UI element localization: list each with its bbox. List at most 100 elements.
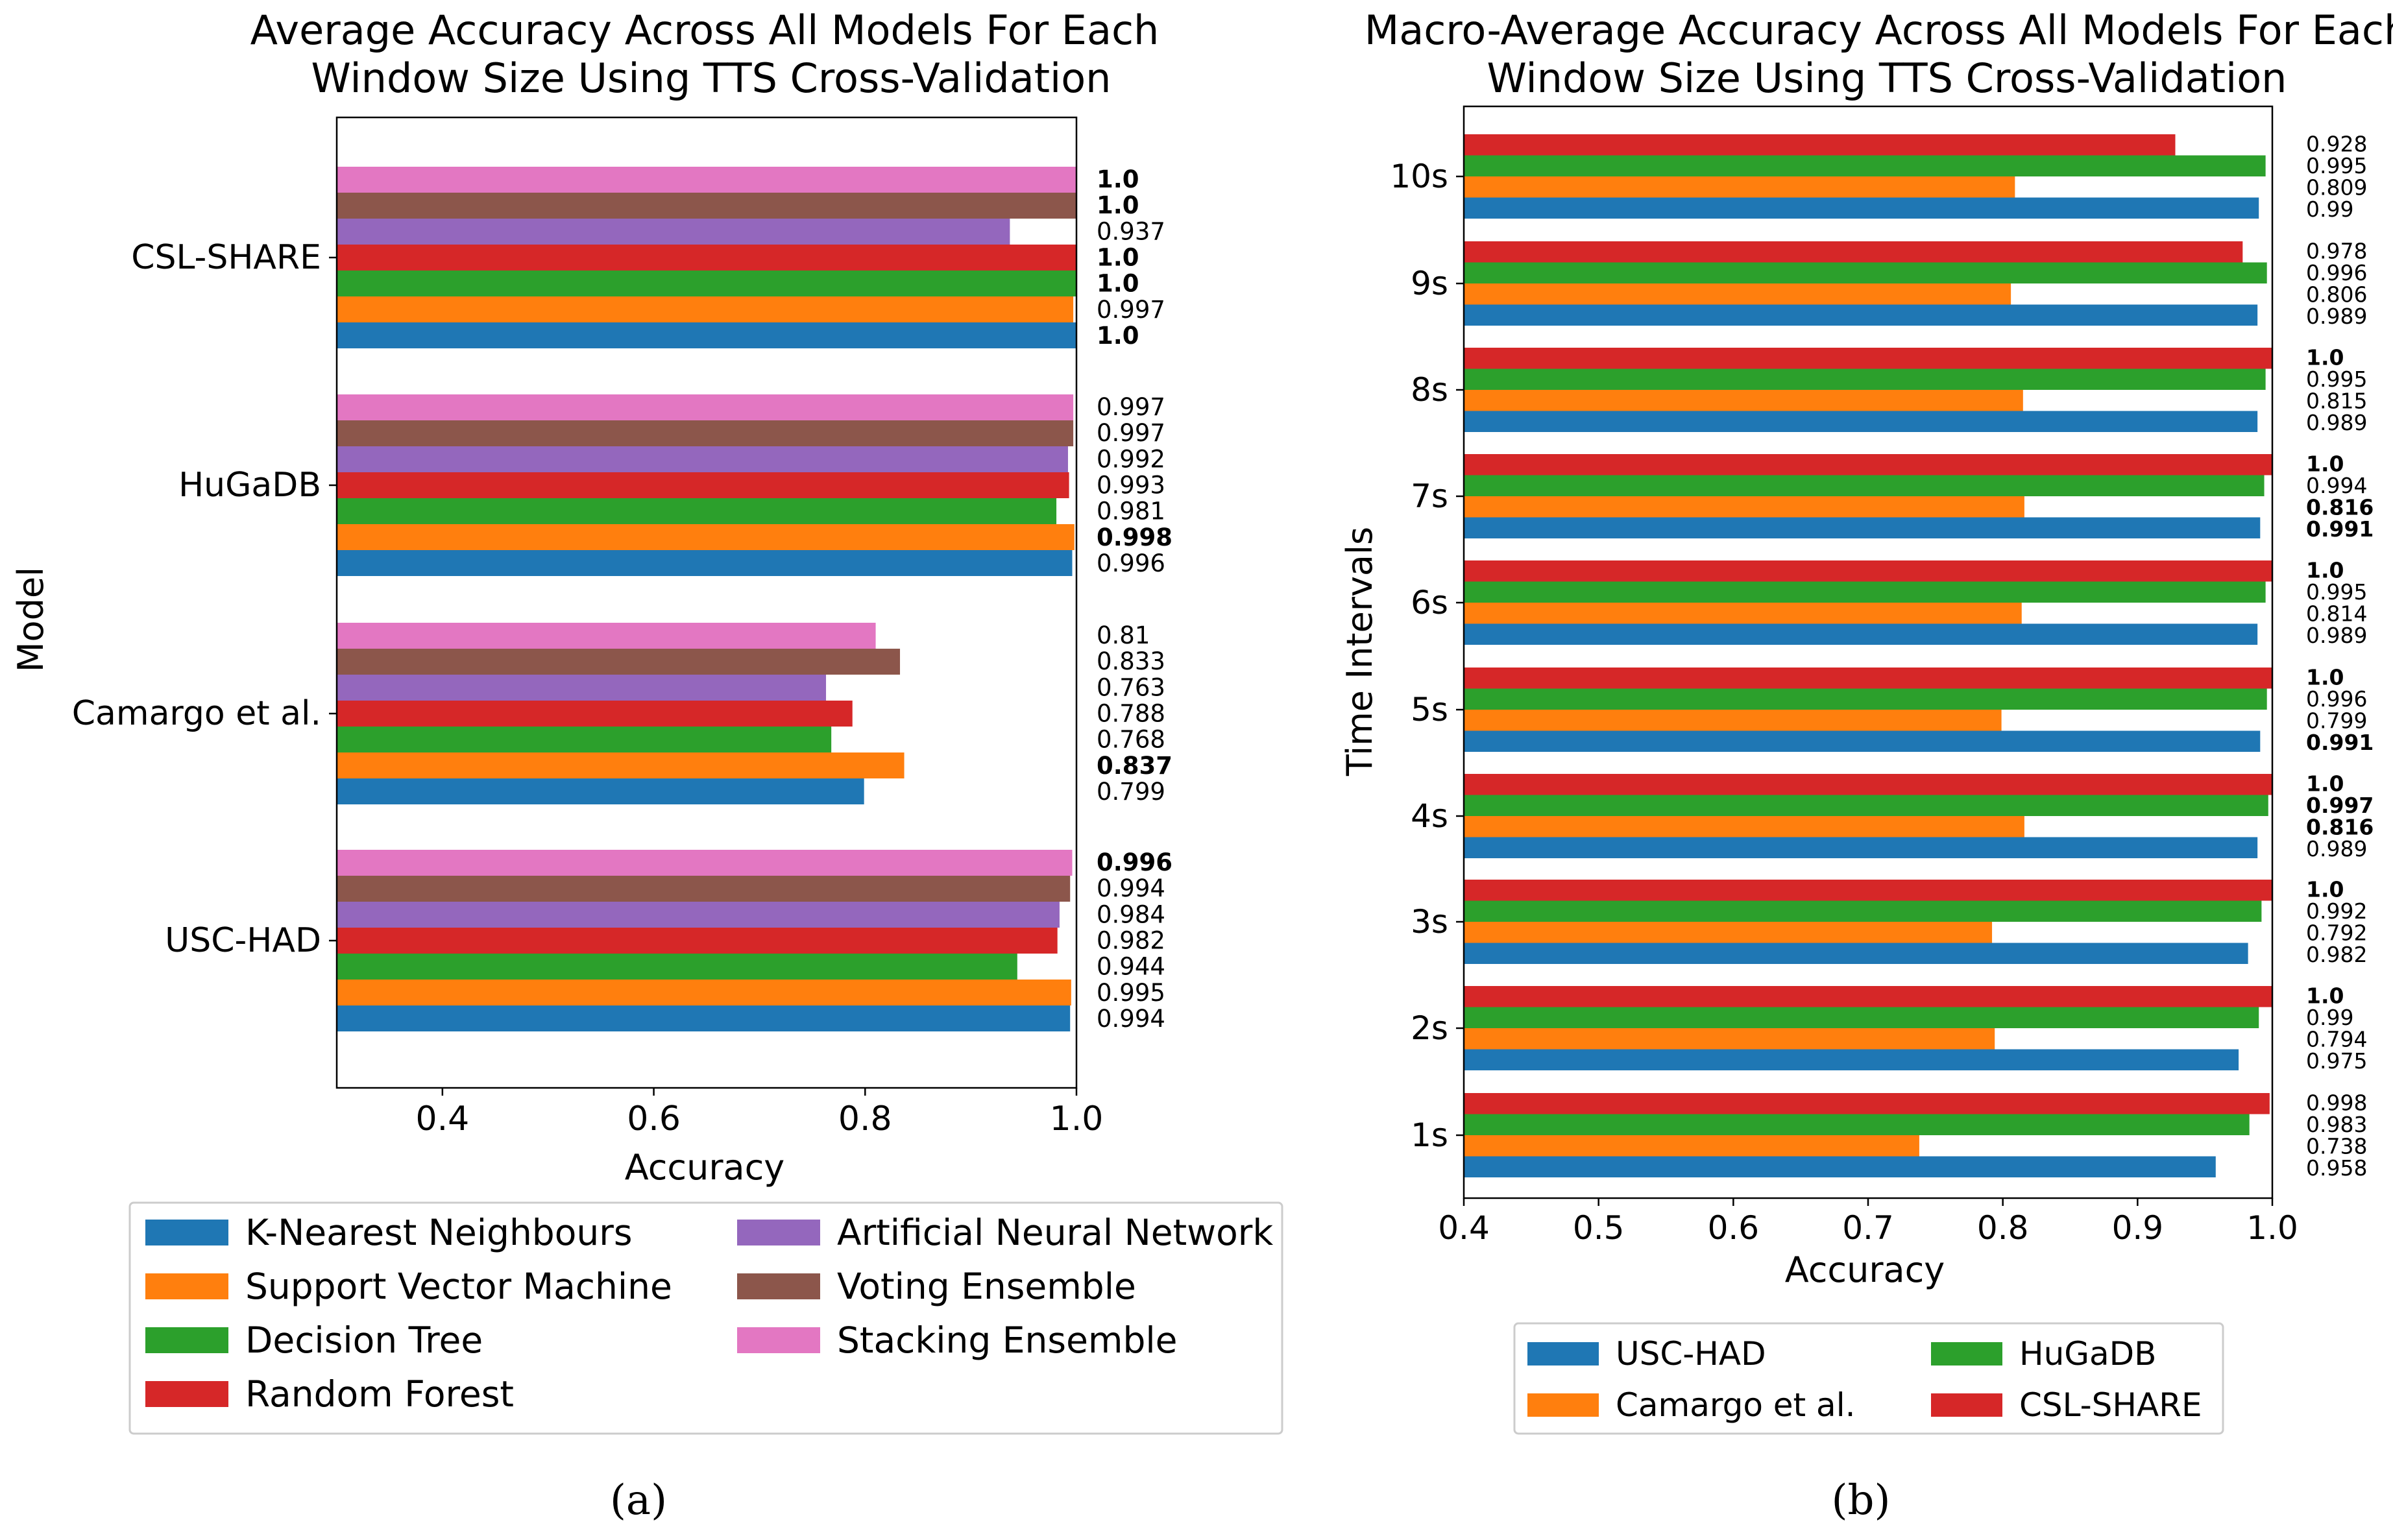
bar-10s-camargo-et-al: [1464, 176, 2015, 198]
value-label-3s-csl-share: 1.0: [2306, 876, 2344, 902]
bar-camargo-et-al-random-forest: [337, 701, 853, 727]
value-label-1s-csl-share: 0.998: [2306, 1090, 2367, 1115]
bar-3s-hugadb: [1464, 900, 2262, 922]
value-label-camargo-et-al-support-vector-machine: 0.837: [1097, 752, 1172, 780]
legend-swatch-voting-ensemble: [737, 1273, 820, 1299]
bar-camargo-et-al-voting-ensemble: [337, 649, 901, 675]
legend-swatch-decision-tree: [145, 1327, 228, 1353]
bar-7s-hugadb: [1464, 475, 2265, 496]
value-label-8s-camargo-et-al: 0.815: [2306, 388, 2367, 413]
chart-b-x-ticks: 0.4 0.5 0.6 0.7 0.8 0.9 1.0: [1438, 1198, 2298, 1247]
x-tick-0-4: 0.4: [416, 1100, 470, 1138]
chart-a-legend-box: [128, 1201, 1283, 1435]
category-tick-2s: 2s: [1411, 1009, 1448, 1047]
value-label-csl-share-k-nearest-neighbours: 1.0: [1097, 322, 1139, 350]
bar-hugadb-k-nearest-neighbours: [337, 550, 1073, 576]
value-label-6s-camargo-et-al: 0.814: [2306, 601, 2367, 626]
bar-6s-usc-had: [1464, 623, 2258, 645]
bar-8s-usc-had: [1464, 411, 2258, 432]
value-label-5s-hugadb: 0.996: [2306, 686, 2367, 712]
bar-4s-hugadb: [1464, 795, 2268, 816]
value-label-7s-camargo-et-al: 0.816: [2306, 494, 2374, 520]
value-label-10s-usc-had: 0.99: [2306, 197, 2353, 222]
bar-2s-hugadb: [1464, 1007, 2259, 1028]
value-label-4s-csl-share: 1.0: [2306, 771, 2344, 796]
value-label-2s-csl-share: 1.0: [2306, 983, 2344, 1008]
chart-panel-a: Average Accuracy Across All Models For E…: [10, 6, 1283, 1524]
bar-10s-hugadb: [1464, 155, 2266, 176]
chart-a-bars: [337, 167, 1076, 1031]
value-label-4s-usc-had: 0.989: [2306, 836, 2367, 861]
legend-swatch-usc-had: [1527, 1342, 1599, 1366]
bar-csl-share-decision-tree: [337, 271, 1076, 296]
value-label-1s-camargo-et-al: 0.738: [2306, 1133, 2367, 1159]
chart-b-x-axis-label: Accuracy: [1785, 1249, 1945, 1290]
value-label-usc-had-artificial-neural-network: 0.984: [1097, 900, 1165, 928]
category-tick-6s: 6s: [1411, 584, 1448, 621]
value-label-9s-csl-share: 0.978: [2306, 238, 2367, 263]
bar-camargo-et-al-artificial-neural-network: [337, 675, 827, 701]
bar-8s-camargo-et-al: [1464, 390, 2023, 411]
bar-8s-csl-share: [1464, 348, 2272, 369]
bar-10s-usc-had: [1464, 197, 2259, 219]
bar-4s-camargo-et-al: [1464, 816, 2024, 837]
value-label-8s-csl-share: 1.0: [2306, 344, 2344, 370]
bar-3s-usc-had: [1464, 943, 2248, 964]
chart-a-title-line-2: Window Size Using TTS Cross-Validation: [311, 54, 1111, 102]
legend-swatch-hugadb: [1931, 1342, 2002, 1366]
chart-a-y-axis-label: Model: [10, 567, 51, 672]
value-label-hugadb-voting-ensemble: 0.997: [1097, 419, 1165, 447]
bar-9s-hugadb: [1464, 262, 2267, 283]
value-label-csl-share-artificial-neural-network: 0.937: [1097, 217, 1165, 245]
value-label-csl-share-random-forest: 1.0: [1097, 244, 1139, 272]
value-label-9s-hugadb: 0.996: [2306, 260, 2367, 285]
bar-2s-usc-had: [1464, 1049, 2239, 1070]
bar-usc-had-artificial-neural-network: [337, 902, 1060, 928]
chart-b-category-ticks: 10s 9s 8s 7s 6s 5s 4s 3s 2s 1s: [1390, 158, 1464, 1154]
value-label-1s-hugadb: 0.983: [2306, 1112, 2367, 1137]
chart-a-legend: K-Nearest Neighbours Support Vector Machi…: [145, 1212, 1273, 1415]
value-label-csl-share-stacking-ensemble: 1.0: [1097, 165, 1139, 193]
bar-1s-usc-had: [1464, 1156, 2216, 1177]
chart-a-x-ticks: 0.4 0.6 0.8 1.0: [416, 1088, 1104, 1138]
x-tick-0-8: 0.8: [838, 1100, 892, 1138]
chart-b-title-line-1: Macro-Average Accuracy Across All Models…: [1365, 6, 2393, 54]
bar-6s-csl-share: [1464, 560, 2272, 582]
category-tick-10s: 10s: [1390, 158, 1448, 195]
legend-swatch-csl-share: [1931, 1393, 2002, 1417]
bar-9s-csl-share: [1464, 241, 2243, 263]
value-label-5s-camargo-et-al: 0.799: [2306, 708, 2367, 733]
bar-9s-camargo-et-al: [1464, 283, 2011, 305]
bar-usc-had-decision-tree: [337, 954, 1017, 980]
legend-label-stacking-ensemble: Stacking Ensemble: [837, 1319, 1178, 1361]
value-label-10s-hugadb: 0.995: [2306, 153, 2367, 178]
bar-camargo-et-al-support-vector-machine: [337, 752, 905, 778]
bar-5s-csl-share: [1464, 668, 2272, 689]
x-tick-0-6: 0.6: [627, 1100, 681, 1138]
bar-hugadb-support-vector-machine: [337, 524, 1075, 550]
legend-label-camargo-et-al: Camargo et al.: [1616, 1386, 1855, 1424]
bar-usc-had-stacking-ensemble: [337, 850, 1073, 876]
value-label-2s-hugadb: 0.99: [2306, 1005, 2353, 1030]
bar-csl-share-k-nearest-neighbours: [337, 322, 1076, 348]
bar-5s-hugadb: [1464, 688, 2267, 710]
bar-csl-share-stacking-ensemble: [337, 167, 1076, 193]
bar-hugadb-random-forest: [337, 472, 1069, 498]
bar-usc-had-support-vector-machine: [337, 980, 1071, 1005]
legend-label-csl-share: CSL-SHARE: [2019, 1386, 2202, 1424]
bar-csl-share-artificial-neural-network: [337, 219, 1010, 245]
value-label-2s-camargo-et-al: 0.794: [2306, 1026, 2367, 1052]
x-tick-0-8: 0.8: [1977, 1209, 2029, 1247]
legend-swatch-stacking-ensemble: [737, 1327, 820, 1353]
chart-b-caption: (b): [1832, 1476, 1891, 1524]
value-label-usc-had-k-nearest-neighbours: 0.994: [1097, 1005, 1165, 1033]
bar-6s-camargo-et-al: [1464, 603, 2022, 624]
x-tick-1-0: 1.0: [1050, 1100, 1104, 1138]
bar-8s-hugadb: [1464, 368, 2266, 390]
x-tick-1-0: 1.0: [2246, 1209, 2298, 1247]
bar-2s-camargo-et-al: [1464, 1028, 1995, 1050]
chart-a-category-ticks: CSL-SHARE HuGaDB Camargo et al. USC-HAD: [72, 238, 337, 960]
value-label-3s-usc-had: 0.982: [2306, 942, 2367, 967]
bar-7s-usc-had: [1464, 517, 2261, 538]
